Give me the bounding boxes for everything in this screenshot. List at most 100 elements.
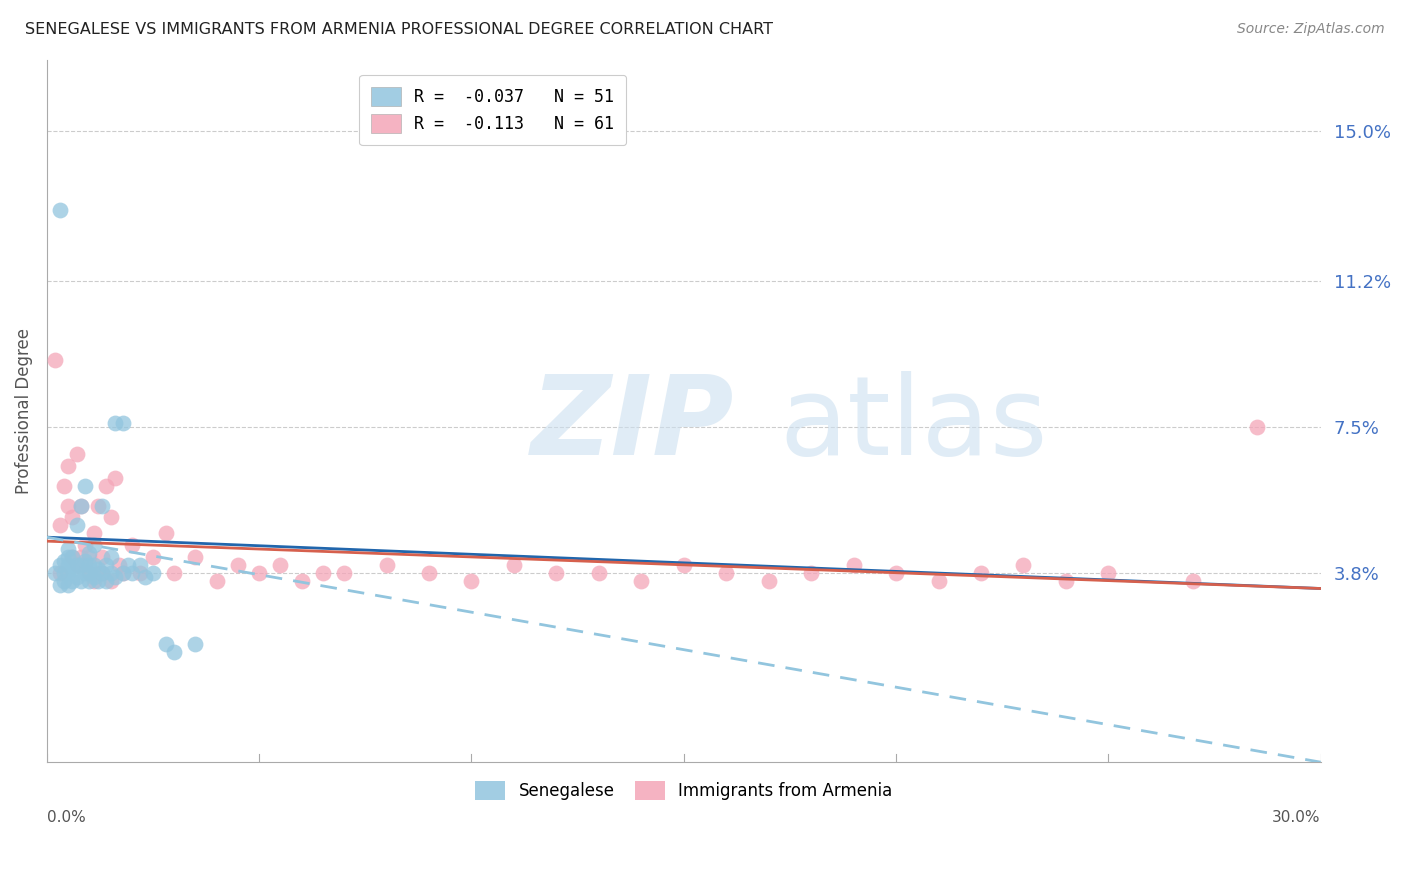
Point (91, 549, 114, 564)
Point (91, 566, 114, 580)
Point (56, 577, 79, 591)
Point (70, 558, 93, 572)
Point (375, 558, 398, 572)
Point (1182, 574, 1205, 588)
Point (247, 566, 270, 580)
Point (312, 566, 335, 580)
Point (163, 645, 186, 659)
Point (60, 510, 83, 524)
Point (269, 558, 291, 572)
Point (65, 558, 87, 572)
Point (83, 558, 105, 572)
Point (1054, 574, 1077, 588)
Point (333, 566, 356, 580)
Point (56, 558, 79, 572)
Point (65, 518, 87, 533)
Point (79, 574, 101, 588)
Point (87, 574, 110, 588)
Point (100, 549, 122, 564)
Point (75, 479, 97, 493)
Point (65, 447, 87, 461)
Point (546, 566, 568, 580)
Point (121, 538, 143, 552)
Point (129, 566, 152, 580)
Point (112, 566, 135, 580)
Text: 0.0%: 0.0% (46, 810, 86, 824)
Point (112, 566, 135, 580)
Point (65, 569, 87, 583)
Point (87, 499, 110, 513)
Point (184, 549, 207, 564)
Point (104, 416, 127, 430)
Point (79, 546, 101, 560)
Point (104, 471, 127, 485)
Text: 30.0%: 30.0% (1272, 810, 1320, 824)
Point (56, 566, 79, 580)
Point (142, 549, 165, 564)
Point (60, 562, 83, 576)
Text: SENEGALESE VS IMMIGRANTS FROM ARMENIA PROFESSIONAL DEGREE CORRELATION CHART: SENEGALESE VS IMMIGRANTS FROM ARMENIA PR… (25, 22, 773, 37)
Point (83, 569, 105, 583)
Text: ZIP: ZIP (531, 371, 734, 478)
Point (79, 549, 101, 564)
Y-axis label: Professional Degree: Professional Degree (15, 328, 32, 494)
Text: atlas: atlas (779, 371, 1047, 478)
Point (75, 538, 97, 552)
Point (48, 518, 70, 533)
Point (91, 566, 114, 580)
Point (70, 549, 93, 564)
Point (60, 549, 83, 564)
Point (83, 574, 105, 588)
Point (83, 538, 105, 552)
Point (800, 566, 823, 580)
Point (48, 558, 70, 572)
Point (672, 558, 695, 572)
Text: Source: ZipAtlas.com: Source: ZipAtlas.com (1237, 22, 1385, 37)
Point (129, 558, 152, 572)
Point (79, 566, 101, 580)
Point (83, 526, 105, 541)
Point (60, 574, 83, 588)
Point (100, 574, 122, 588)
Point (52, 566, 75, 580)
Point (56, 499, 79, 513)
Point (65, 558, 87, 572)
Point (134, 569, 156, 583)
Point (108, 558, 131, 572)
Point (56, 459, 79, 474)
Point (291, 574, 314, 588)
Point (48, 566, 70, 580)
Point (460, 574, 482, 588)
Point (155, 526, 177, 541)
Point (44, 566, 66, 580)
Point (970, 566, 993, 580)
Point (104, 569, 127, 583)
Point (758, 574, 780, 588)
Point (60, 549, 83, 564)
Point (52, 574, 75, 588)
Legend: Senegalese, Immigrants from Armenia: Senegalese, Immigrants from Armenia (468, 774, 898, 806)
Point (884, 566, 907, 580)
Point (184, 637, 207, 651)
Point (87, 566, 110, 580)
Point (1097, 566, 1119, 580)
Point (56, 549, 79, 564)
Point (75, 558, 97, 572)
Point (1246, 419, 1268, 434)
Point (48, 577, 70, 591)
Point (96, 574, 118, 588)
Point (418, 566, 440, 580)
Point (226, 558, 249, 572)
Point (928, 574, 950, 588)
Point (79, 558, 101, 572)
Point (75, 566, 97, 580)
Point (142, 566, 165, 580)
Point (588, 566, 610, 580)
Point (205, 574, 228, 588)
Point (48, 202, 70, 217)
Point (716, 566, 738, 580)
Point (121, 566, 143, 580)
Point (630, 574, 652, 588)
Point (842, 558, 865, 572)
Point (44, 352, 66, 367)
